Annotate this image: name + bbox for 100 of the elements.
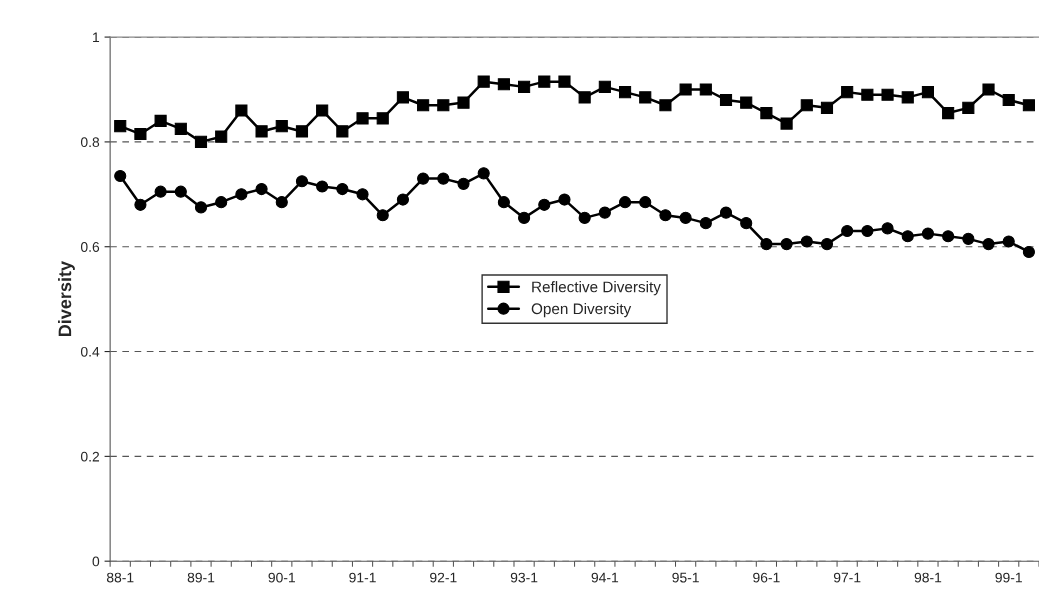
point <box>356 188 369 201</box>
point <box>841 86 854 99</box>
point <box>962 232 975 245</box>
point <box>921 227 935 240</box>
point <box>618 86 632 99</box>
point <box>336 183 349 196</box>
y-tick-label: 0.8 <box>80 137 100 148</box>
point <box>618 196 632 209</box>
point <box>437 172 450 185</box>
point <box>497 78 510 91</box>
point <box>861 88 874 101</box>
point <box>780 238 793 251</box>
y-tick-label: 0.6 <box>80 242 100 252</box>
point <box>639 91 652 104</box>
point <box>1002 93 1015 107</box>
point <box>295 125 309 138</box>
point <box>881 88 894 101</box>
point <box>215 130 228 143</box>
point <box>518 211 531 224</box>
point <box>578 91 591 104</box>
y-tick-label: 0 <box>92 556 100 567</box>
point <box>376 209 389 222</box>
point <box>659 99 672 112</box>
point <box>780 117 793 130</box>
y-axis-title: Diversity <box>58 261 75 337</box>
point <box>861 224 874 238</box>
point <box>235 104 248 117</box>
point <box>901 230 914 243</box>
point <box>194 201 208 214</box>
point <box>679 211 692 224</box>
point <box>639 196 652 209</box>
point <box>800 235 813 248</box>
point <box>1002 235 1015 248</box>
x-tick-label: 95-1 <box>672 572 699 583</box>
point <box>679 83 692 96</box>
point <box>215 196 228 209</box>
point <box>114 120 127 133</box>
point <box>295 175 309 188</box>
point <box>760 107 773 120</box>
point <box>417 172 430 185</box>
point <box>699 217 712 230</box>
point <box>942 107 955 120</box>
point <box>316 104 329 117</box>
point <box>518 80 531 93</box>
point <box>962 101 975 114</box>
point <box>396 193 409 206</box>
point <box>921 86 935 99</box>
point <box>336 125 349 138</box>
point <box>719 206 733 219</box>
point <box>659 209 672 222</box>
point <box>356 112 369 125</box>
x-tick-label: 97-1 <box>833 572 861 583</box>
point <box>901 91 914 104</box>
point <box>477 167 490 180</box>
point <box>558 193 571 206</box>
y-tick-label: 0.4 <box>80 346 100 357</box>
point <box>719 93 733 107</box>
point <box>154 185 167 198</box>
point <box>982 238 995 251</box>
point <box>316 180 329 193</box>
point <box>1022 245 1035 259</box>
point <box>154 114 167 128</box>
legend-label: Open Diversity <box>531 302 632 318</box>
y-tick-label: 0.2 <box>80 451 100 462</box>
point <box>235 188 248 201</box>
x-tick-label: 91-1 <box>349 572 376 583</box>
x-tick-label: 94-1 <box>591 572 619 583</box>
x-tick-label: 98-1 <box>914 572 942 583</box>
point <box>740 96 753 109</box>
point <box>477 75 490 88</box>
point <box>820 101 834 114</box>
point <box>841 224 854 238</box>
point <box>1022 99 1035 112</box>
legend-label: Reflective Diversity <box>532 281 661 296</box>
point <box>457 177 470 190</box>
point <box>760 238 773 251</box>
point <box>699 83 712 96</box>
point <box>538 198 551 211</box>
point <box>437 99 450 112</box>
point <box>820 238 834 251</box>
point <box>598 80 611 93</box>
point <box>982 83 995 96</box>
x-tick-label: 96-1 <box>753 572 780 583</box>
point <box>457 96 470 109</box>
point <box>255 183 268 196</box>
point <box>275 120 288 133</box>
x-tick-label: 93-1 <box>510 572 538 583</box>
point <box>558 75 571 88</box>
point <box>255 125 268 138</box>
point <box>800 99 813 112</box>
x-tick-label: 99-1 <box>995 572 1022 583</box>
point <box>376 112 389 125</box>
x-tick-label: 88-1 <box>106 572 134 583</box>
y-tick-label: 1 <box>93 32 100 43</box>
point <box>417 99 430 112</box>
point <box>538 75 551 88</box>
x-tick-label: 92-1 <box>430 572 457 583</box>
x-tick-label: 89-1 <box>187 572 215 583</box>
point <box>497 196 510 209</box>
point <box>275 196 288 209</box>
